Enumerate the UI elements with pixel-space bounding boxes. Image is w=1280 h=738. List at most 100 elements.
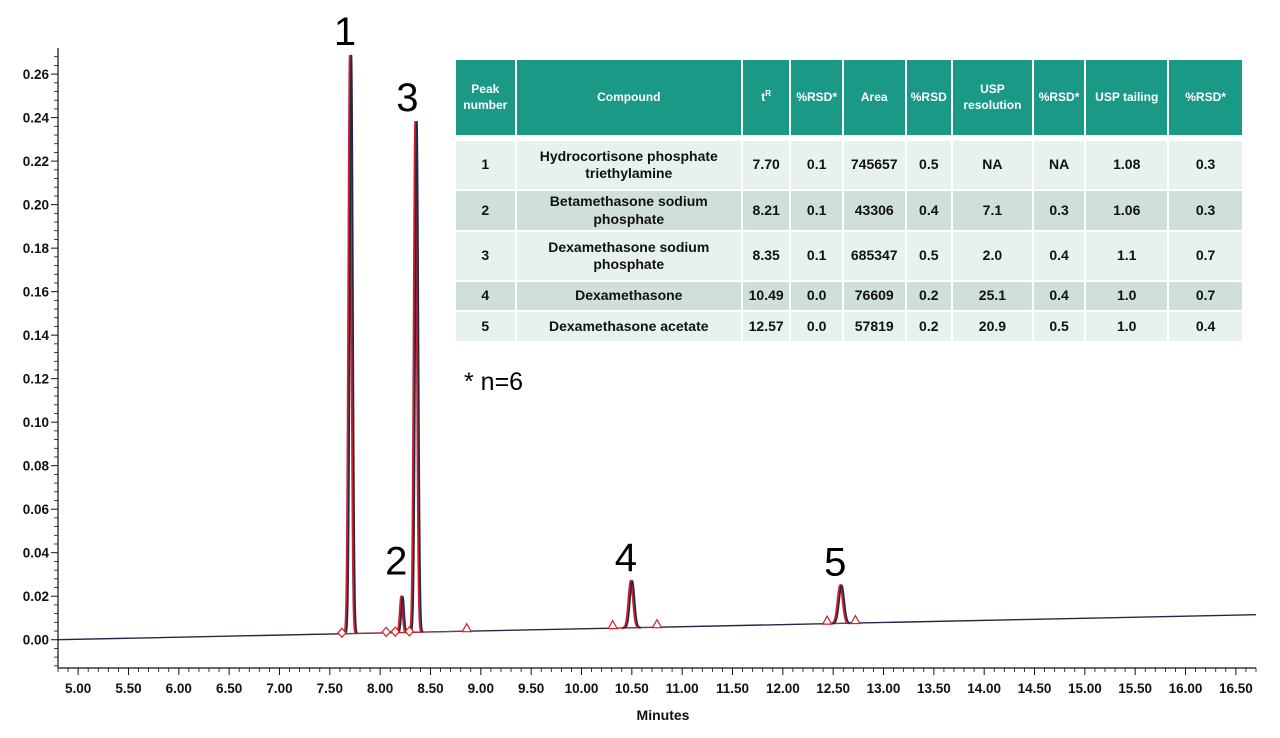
- cell-tr-rsd: 0.1: [791, 141, 842, 189]
- cell-retention-time: 10.49: [742, 282, 790, 310]
- cell-retention-time: 8.35: [742, 232, 790, 280]
- x-tick-label: 5.00: [65, 681, 91, 696]
- y-tick-label: 0.14: [23, 328, 50, 343]
- cell-area: 43306: [843, 191, 905, 230]
- table-row: 4 Dexamethasone 10.49 0.0 76609 0.2 25.1 0.4 1.0…: [456, 282, 1242, 310]
- cell-area-rsd: 0.4: [906, 191, 951, 230]
- cell-usp-tailing: 1.08: [1086, 141, 1168, 189]
- peak-3-fit: [408, 120, 423, 634]
- cell-peak-number: 4: [456, 282, 515, 310]
- axis-ticks: 0.000.020.040.060.080.100.120.140.160.18…: [23, 56, 1257, 696]
- y-tick-label: 0.24: [23, 111, 50, 126]
- cell-resolution-rsd: 0.5: [1033, 312, 1085, 341]
- y-tick-label: 0.12: [23, 372, 49, 387]
- cell-tailing-rsd: 0.7: [1169, 282, 1242, 310]
- integration-diamond-marker: [390, 626, 401, 638]
- x-tick-label: 10.00: [565, 681, 599, 696]
- table-row: 1 Hydrocortisone phosphate triethylamine 7…: [456, 141, 1242, 189]
- integration-markers: [337, 614, 861, 639]
- x-tick-label: 9.00: [468, 681, 494, 696]
- fit-baseline-segment: [612, 626, 658, 629]
- cell-tailing-rsd: 0.7: [1169, 232, 1242, 280]
- x-tick-label: 16.50: [1219, 681, 1253, 696]
- peak-4-trace: [623, 579, 642, 629]
- results-table: Peak number Compound tR %RSD* Area %RSD …: [454, 58, 1244, 343]
- cell-peak-number: 3: [456, 232, 515, 280]
- x-tick-label: 12.00: [766, 681, 800, 696]
- integration-diamond-marker: [381, 626, 391, 638]
- cell-compound: Dexamethasone acetate: [516, 312, 741, 341]
- x-tick-label: 11.50: [716, 681, 749, 696]
- cell-compound: Dexamethasone: [516, 282, 741, 310]
- y-tick-label: 0.08: [23, 459, 50, 474]
- cell-compound: Dexamethasone sodium phosphate: [516, 232, 741, 280]
- cell-retention-time: 12.57: [742, 312, 790, 341]
- x-tick-label: 5.50: [115, 681, 141, 696]
- cell-usp-resolution: 2.0: [953, 232, 1032, 280]
- cell-tr-rsd: 0.1: [791, 232, 842, 280]
- x-tick-label: 16.00: [1169, 681, 1203, 696]
- cell-peak-number: 1: [456, 141, 515, 189]
- x-tick-label: 13.50: [917, 681, 951, 696]
- cell-compound: Hydrocortisone phosphate triethylamine: [516, 141, 741, 189]
- header-resolution-rsd: %RSD*: [1033, 60, 1085, 135]
- y-tick-label: 0.22: [23, 154, 49, 169]
- cell-resolution-rsd: 0.3: [1033, 191, 1085, 230]
- peak-label-1: 1: [334, 10, 356, 54]
- cell-area: 57819: [843, 312, 905, 341]
- peak-5-fit: [830, 583, 851, 625]
- cell-usp-resolution: NA: [953, 141, 1032, 189]
- axes: [57, 48, 1256, 669]
- cell-area-rsd: 0.2: [906, 312, 951, 341]
- cell-peak-number: 2: [456, 191, 515, 230]
- peak-4-fit: [621, 579, 640, 630]
- peak-3-trace: [410, 120, 424, 633]
- y-tick-label: 0.16: [23, 285, 50, 300]
- header-peak-number: Peak number: [456, 60, 515, 135]
- cell-usp-tailing: 1.06: [1086, 191, 1168, 230]
- integration-triangle-marker: [821, 614, 833, 625]
- cell-tailing-rsd: 0.3: [1169, 141, 1242, 189]
- cell-usp-tailing: 1.1: [1086, 232, 1168, 280]
- cell-tr-rsd: 0.0: [791, 282, 842, 310]
- table-row: 5 Dexamethasone acetate 12.57 0.0 57819 0.2 20…: [456, 312, 1242, 341]
- table-spacer-cell: [456, 137, 1242, 139]
- table-row: 3 Dexamethasone sodium phosphate 8.35 0.1 68…: [456, 232, 1242, 280]
- peak-label-2: 2: [385, 540, 407, 584]
- header-usp-resolution: USP resolution: [953, 60, 1032, 135]
- integration-triangle-marker: [607, 619, 619, 630]
- x-tick-label: 14.50: [1018, 681, 1052, 696]
- peak-label-5: 5: [824, 540, 846, 584]
- x-tick-label: 8.00: [367, 681, 393, 696]
- integration-diamond-marker: [337, 627, 347, 639]
- y-tick-label: 0.18: [23, 241, 50, 256]
- x-tick-label: 12.50: [816, 681, 850, 696]
- cell-retention-time: 8.21: [742, 191, 790, 230]
- table-body: 1 Hydrocortisone phosphate triethylamine 7…: [456, 137, 1242, 341]
- cell-area: 76609: [843, 282, 905, 310]
- x-tick-label: 7.00: [266, 681, 292, 696]
- cell-tr-rsd: 0.1: [791, 191, 842, 230]
- y-tick-label: 0.04: [23, 546, 50, 561]
- x-tick-label: 15.50: [1118, 681, 1152, 696]
- cell-usp-tailing: 1.0: [1086, 282, 1168, 310]
- cell-compound: Betamethasone sodium phosphate: [516, 191, 741, 230]
- cell-tailing-rsd: 0.4: [1169, 312, 1242, 341]
- cell-area-rsd: 0.5: [906, 141, 951, 189]
- cell-resolution-rsd: NA: [1033, 141, 1085, 189]
- footnote: * n=6: [464, 368, 524, 396]
- cell-usp-resolution: 20.9: [953, 312, 1032, 341]
- cell-retention-time: 7.70: [742, 141, 790, 189]
- y-tick-label: 0.00: [23, 633, 49, 648]
- header-area-rsd: %RSD: [906, 60, 951, 135]
- integration-diamond-marker: [404, 625, 415, 637]
- header-retention-time: tR: [742, 60, 790, 135]
- cell-area-rsd: 0.5: [906, 232, 951, 280]
- cell-area: 745657: [843, 141, 905, 189]
- y-tick-label: 0.06: [23, 502, 50, 517]
- cell-usp-resolution: 7.1: [953, 191, 1032, 230]
- trace-group: [341, 54, 856, 635]
- header-tailing-rsd: %RSD*: [1169, 60, 1242, 135]
- peak-label-4: 4: [615, 536, 637, 580]
